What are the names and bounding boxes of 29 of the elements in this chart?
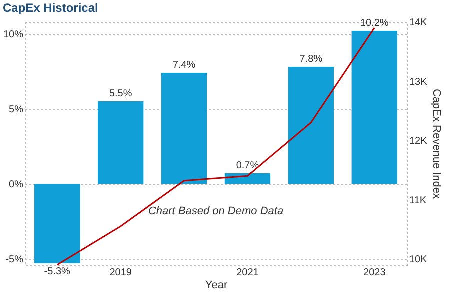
- y-tick-label: 5%: [9, 104, 24, 116]
- annotation: Chart Based on Demo Data: [148, 206, 284, 218]
- x-tick-label: 2021: [236, 268, 260, 278]
- data-label: 0.7%: [236, 160, 260, 172]
- data-label: -5.3%: [44, 266, 71, 278]
- x-tick-label: 2023: [364, 268, 386, 278]
- x-axis-title: Year: [205, 280, 228, 292]
- y-tick-label: 0%: [9, 180, 24, 190]
- bar: [288, 67, 334, 184]
- bar: [34, 184, 80, 264]
- bar: [161, 73, 208, 184]
- data-label: 10.2%: [360, 18, 389, 29]
- data-label: 5.5%: [109, 88, 132, 100]
- y-tick-label: -5%: [6, 254, 24, 266]
- chart-title: CapEx Historical: [2, 1, 98, 15]
- y2-tick-label: 10K: [410, 254, 428, 266]
- y2-tick-label: 12K: [410, 136, 428, 148]
- bar: [98, 102, 144, 184]
- y2-tick-label: 11K: [410, 195, 427, 206]
- y2-axis-title: CapEx Revenue Index: [430, 88, 442, 200]
- data-label: 7.8%: [300, 54, 323, 65]
- x-tick-label: 2019: [110, 268, 132, 278]
- y-tick-label: 10%: [3, 30, 24, 40]
- y2-tick-label: 14K: [410, 18, 428, 28]
- y2-tick-label: 13K: [410, 76, 428, 88]
- bar: [352, 31, 398, 184]
- data-label: 7.4%: [172, 60, 196, 71]
- line-series: [56, 27, 376, 266]
- bar: [224, 174, 271, 184]
